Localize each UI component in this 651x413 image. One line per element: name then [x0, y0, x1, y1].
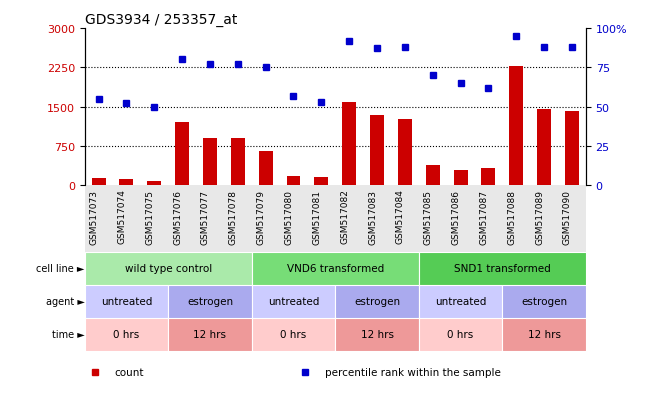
Bar [175, 123, 189, 186]
Text: GSM517087: GSM517087 [479, 189, 488, 244]
Bar [335, 318, 419, 351]
Text: GSM517089: GSM517089 [535, 189, 544, 244]
Bar [342, 103, 356, 186]
Text: agent ►: agent ► [46, 297, 85, 306]
Bar [509, 66, 523, 186]
Text: 0 hrs: 0 hrs [281, 330, 307, 339]
Text: GDS3934 / 253357_at: GDS3934 / 253357_at [85, 12, 237, 26]
Text: SND1 transformed: SND1 transformed [454, 263, 551, 273]
Bar [168, 318, 252, 351]
Text: cell line ►: cell line ► [36, 263, 85, 273]
Text: 12 hrs: 12 hrs [527, 330, 561, 339]
Text: VND6 transformed: VND6 transformed [286, 263, 384, 273]
Text: GSM517080: GSM517080 [284, 189, 294, 244]
Text: untreated: untreated [435, 297, 486, 306]
Text: untreated: untreated [268, 297, 319, 306]
Bar [503, 285, 586, 318]
Bar [454, 170, 467, 186]
Bar [370, 115, 384, 186]
Bar [252, 252, 419, 285]
Bar [537, 109, 551, 186]
Bar [231, 139, 245, 186]
Bar [258, 152, 273, 186]
Text: GSM517085: GSM517085 [424, 189, 433, 244]
Text: GSM517082: GSM517082 [340, 189, 349, 244]
Bar [252, 285, 335, 318]
Text: GSM517073: GSM517073 [90, 189, 98, 244]
Text: estrogen: estrogen [187, 297, 233, 306]
Bar [119, 180, 133, 186]
Bar [92, 179, 105, 186]
Text: GSM517076: GSM517076 [173, 189, 182, 244]
Bar [85, 285, 168, 318]
Text: GSM517083: GSM517083 [368, 189, 377, 244]
Bar [286, 176, 301, 186]
Text: GSM517075: GSM517075 [145, 189, 154, 244]
Text: GSM517084: GSM517084 [396, 189, 405, 244]
Text: GSM517074: GSM517074 [117, 189, 126, 244]
Bar [85, 252, 252, 285]
Text: percentile rank within the sample: percentile rank within the sample [326, 367, 501, 377]
Bar [147, 182, 161, 186]
Bar [252, 318, 335, 351]
Text: time ►: time ► [52, 330, 85, 339]
Bar [503, 318, 586, 351]
Bar [203, 139, 217, 186]
Bar [335, 285, 419, 318]
Bar [168, 285, 252, 318]
Text: 0 hrs: 0 hrs [113, 330, 139, 339]
Text: count: count [115, 367, 145, 377]
Text: GSM517088: GSM517088 [507, 189, 516, 244]
Bar [426, 166, 439, 186]
Text: estrogen: estrogen [354, 297, 400, 306]
Text: GSM517090: GSM517090 [563, 189, 572, 244]
Text: GSM517077: GSM517077 [201, 189, 210, 244]
Text: GSM517081: GSM517081 [312, 189, 322, 244]
Bar [419, 285, 503, 318]
Text: untreated: untreated [101, 297, 152, 306]
Text: wild type control: wild type control [124, 263, 212, 273]
Bar [85, 318, 168, 351]
Text: GSM517078: GSM517078 [229, 189, 238, 244]
Bar [482, 169, 495, 186]
Bar [565, 112, 579, 186]
Bar [314, 178, 328, 186]
Bar [398, 119, 412, 186]
Text: GSM517079: GSM517079 [256, 189, 266, 244]
Text: 0 hrs: 0 hrs [447, 330, 474, 339]
Bar [419, 252, 586, 285]
Text: estrogen: estrogen [521, 297, 567, 306]
Bar [419, 318, 503, 351]
Text: 12 hrs: 12 hrs [361, 330, 394, 339]
Text: 12 hrs: 12 hrs [193, 330, 227, 339]
Text: GSM517086: GSM517086 [452, 189, 461, 244]
